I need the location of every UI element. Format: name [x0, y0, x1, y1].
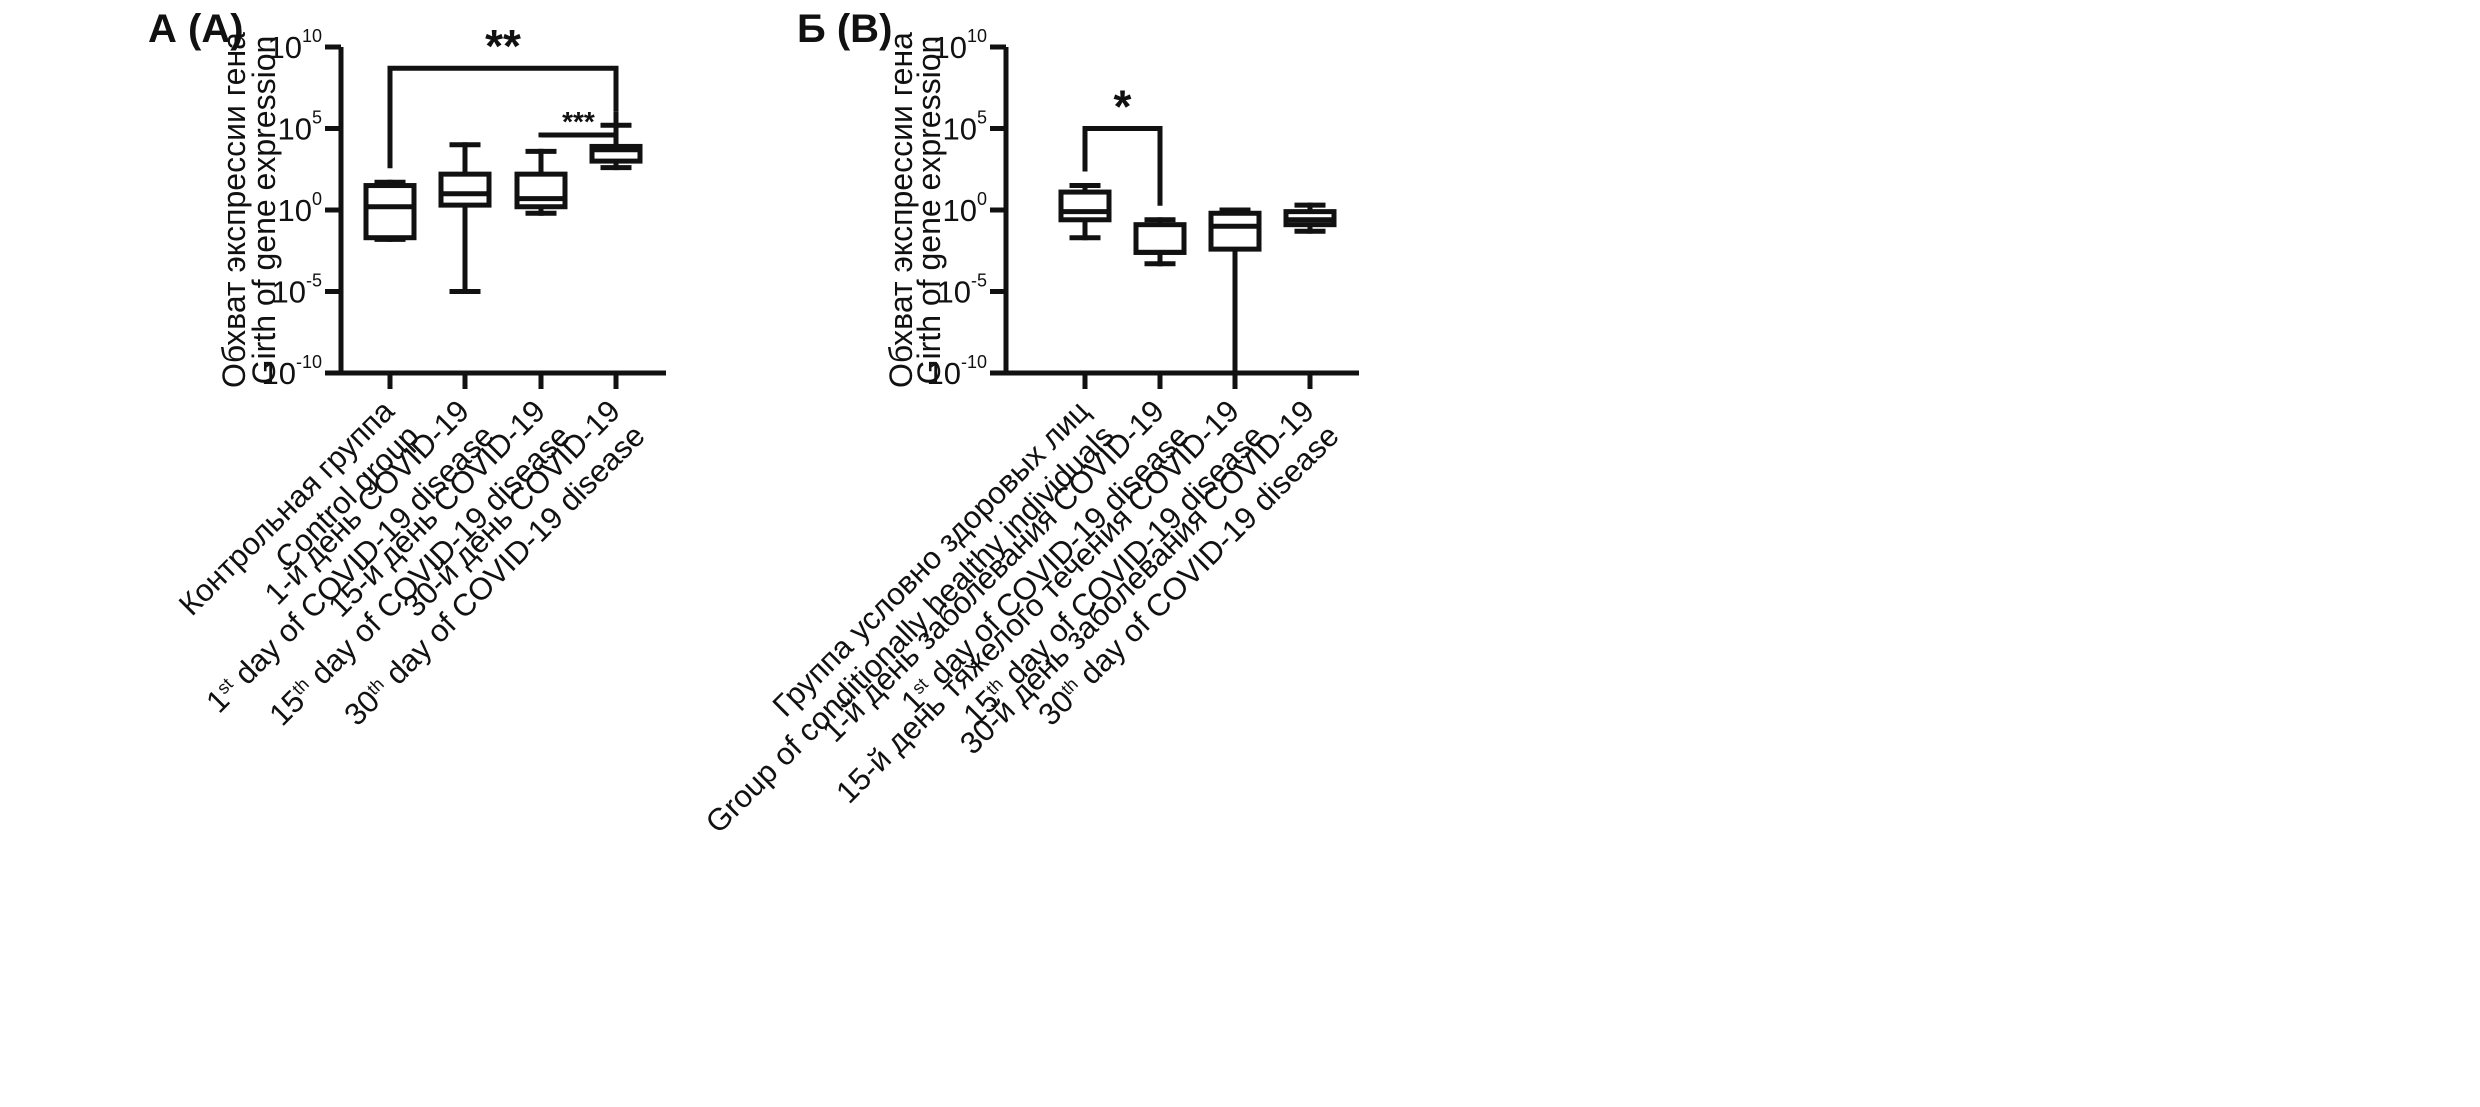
box-plot	[1283, 202, 1337, 234]
bracket-line	[1082, 126, 1163, 206]
box-iqr	[1133, 222, 1187, 255]
y-axis-title-line: Girth of gene expression	[911, 36, 947, 385]
significance-bracket: *	[1082, 81, 1163, 206]
y-tick-label: 10-5	[272, 271, 323, 310]
box-iqr	[438, 171, 492, 208]
box-iqr	[1058, 189, 1112, 223]
box-plot	[363, 179, 417, 242]
y-axis-title-line: Обхват экспрессии гена	[216, 32, 252, 388]
y-tick-label: 100	[943, 189, 988, 228]
panel-label: А (A)	[148, 7, 244, 51]
significance-label: **	[485, 20, 521, 72]
y-axis-title-line: Обхват экспрессии гена	[883, 32, 919, 388]
y-tick-label: 1010	[267, 26, 322, 65]
y-tick-label: 10-10	[927, 352, 988, 391]
y-tick-label: 105	[943, 108, 988, 147]
y-tick-label: 105	[278, 108, 323, 147]
significance-label: *	[1114, 81, 1132, 133]
y-tick-label: 10-5	[937, 271, 988, 310]
y-tick-label: 10-10	[262, 352, 323, 391]
box-plot	[1208, 207, 1262, 376]
significance-bracket: **	[387, 20, 619, 169]
box-iqr	[514, 171, 568, 210]
box-plot	[1133, 217, 1187, 267]
bracket-line	[538, 111, 619, 138]
panel-label: Б (B)	[797, 7, 892, 51]
y-axis-title-line: Girth of gene expression	[246, 36, 282, 385]
box-plot	[438, 142, 492, 294]
box-iqr	[363, 183, 417, 241]
significance-bracket: ***	[538, 106, 619, 138]
significance-label: ***	[562, 106, 595, 137]
y-tick-label: 100	[278, 189, 323, 228]
y-tick-label: 1010	[932, 26, 987, 65]
box-plot	[514, 148, 568, 216]
box-plot	[589, 122, 643, 171]
box-iqr	[1208, 210, 1262, 252]
bracket-line	[387, 65, 619, 169]
box-plot	[1058, 183, 1112, 241]
